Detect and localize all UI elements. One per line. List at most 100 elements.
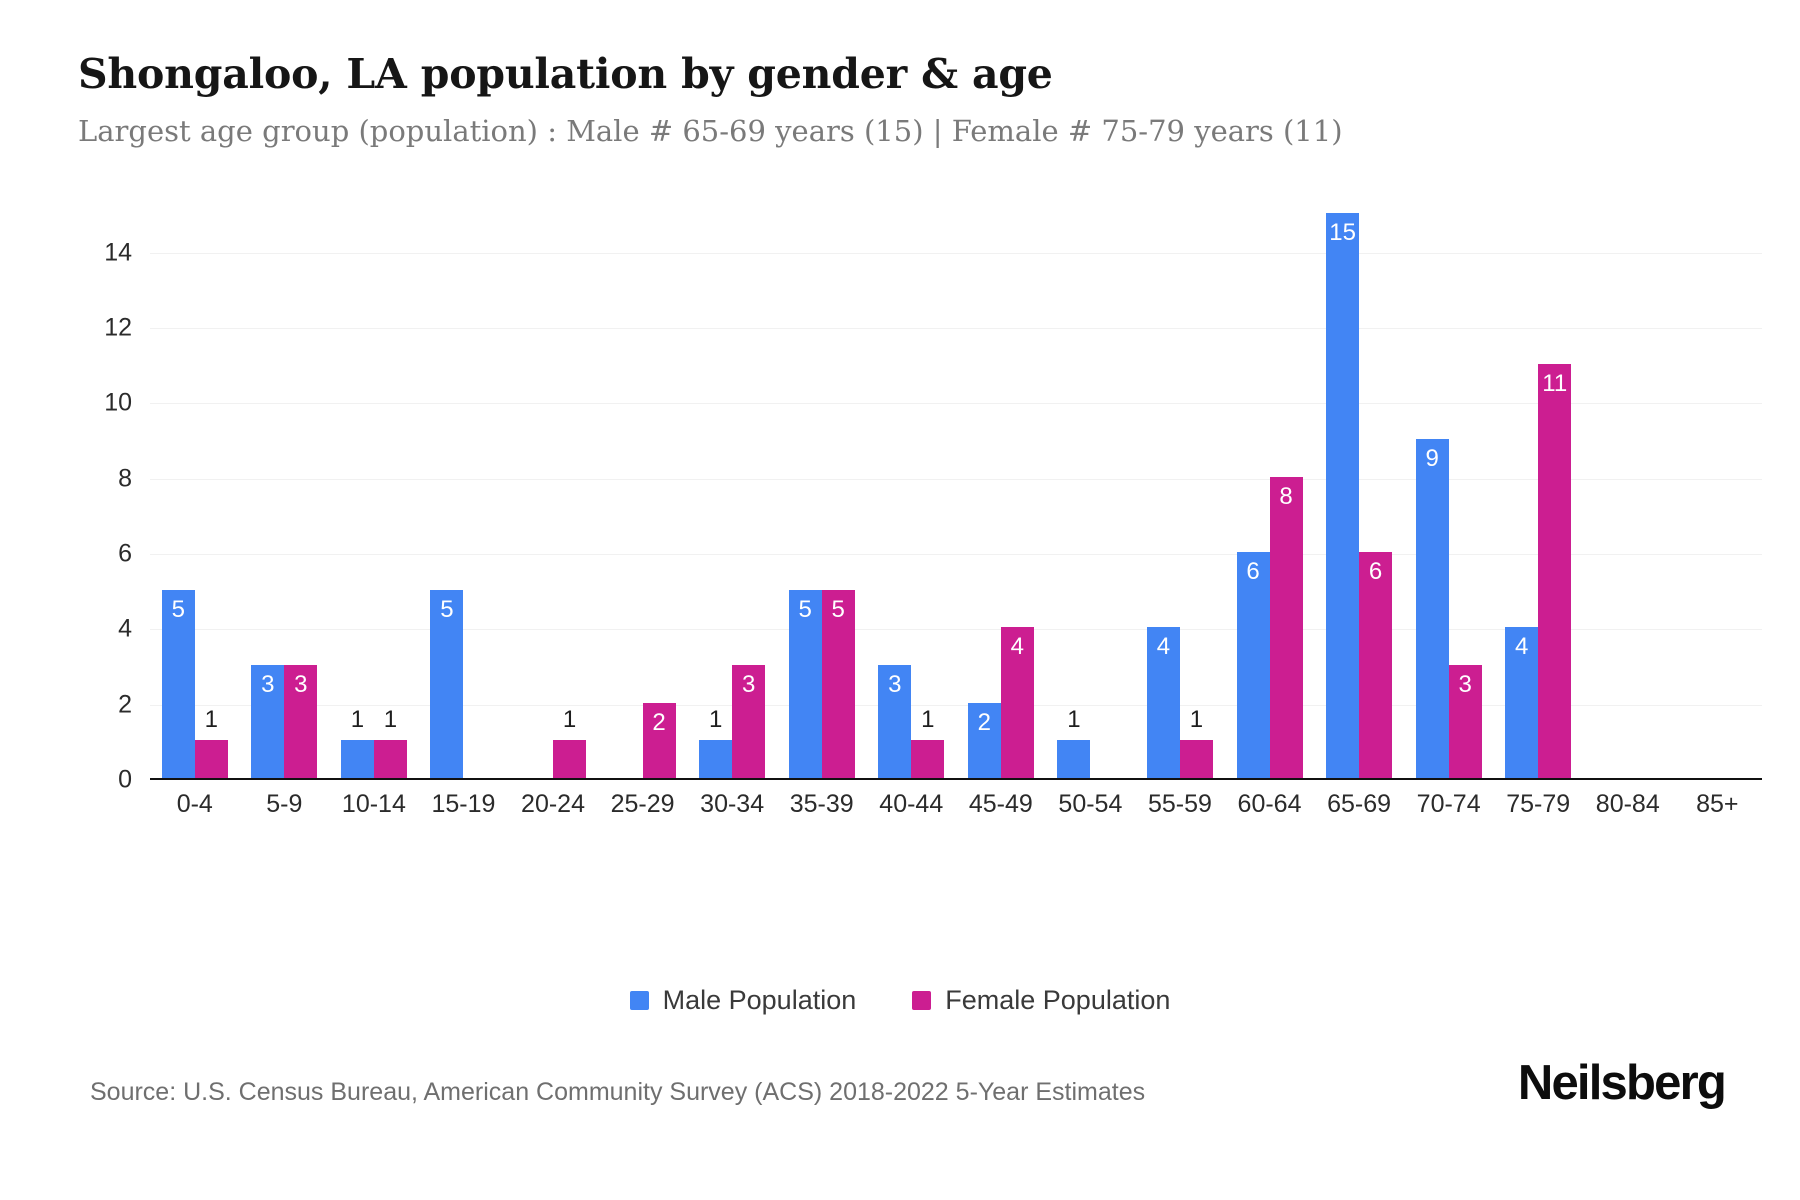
- bar-female-35-39[interactable]: 5: [821, 589, 855, 778]
- x-tick-label-35-39: 35-39: [789, 790, 854, 818]
- bar-female-75-79[interactable]: 11: [1538, 363, 1572, 778]
- x-tick-label-70-74: 70-74: [1416, 790, 1481, 818]
- bar-group-80-84: [1583, 215, 1673, 778]
- grid-area: 5 1 3 3 1 1 5 1 2 1 3 5 5 3 1 2 4 1 4 1 6 8 15 6 9 3 4 11: [150, 213, 1763, 780]
- x-tick-label-30-34: 30-34: [700, 790, 765, 818]
- bar-male-75-79[interactable]: 4: [1505, 627, 1539, 778]
- bar-female-65-69[interactable]: 6: [1359, 552, 1393, 778]
- bar-male-65-69[interactable]: 15: [1326, 213, 1360, 778]
- bar-group-25-29: 2: [598, 215, 688, 778]
- bar-value-label: 1: [1189, 706, 1204, 734]
- bar-value-label: 1: [708, 706, 723, 734]
- legend-item-male[interactable]: Male Population: [629, 985, 856, 1016]
- bar-value-label: 5: [171, 595, 185, 623]
- legend-item-female[interactable]: Female Population: [912, 985, 1170, 1016]
- bar-female-55-59[interactable]: 1: [1179, 706, 1213, 778]
- bar-value-label: 3: [888, 671, 902, 698]
- bar-male-15-19[interactable]: 5: [430, 589, 464, 778]
- x-tick-label-45-49: 45-49: [968, 790, 1033, 818]
- bar-value-label: 1: [350, 706, 365, 734]
- bar-value-label: 4: [1515, 633, 1529, 661]
- bar-value-label: 1: [383, 706, 398, 734]
- gridline-2: [150, 704, 1762, 706]
- bars-container: 5 1 3 3 1 1 5 1 2 1 3 5 5 3 1 2 4 1 4 1 6 8 15 6 9 3 4 11: [150, 213, 1763, 778]
- bar-female-40-44[interactable]: 1: [911, 706, 945, 778]
- bar-female-45-49[interactable]: 4: [1000, 627, 1034, 778]
- x-tick-label-20-24: 20-24: [521, 790, 585, 818]
- bar-value-label: 1: [562, 706, 577, 734]
- bar-male-0-4[interactable]: 5: [161, 589, 195, 778]
- bar-group-65-69: 15 6: [1314, 213, 1404, 778]
- bar-group-15-19: 5: [419, 215, 509, 778]
- plot-area: 0 2 4 6 8 10 12 14 5 1 3 3 1 1 5 1 2 1 3 5 5 3 1 2 4 1 4 1 6 8 15 6 9 3 4…: [0, 213, 1800, 915]
- x-tick-label-65-69: 65-69: [1327, 790, 1392, 818]
- bar-value-label: 15: [1329, 219, 1356, 246]
- gridline-6: [150, 554, 1762, 555]
- x-tick-label-25-29: 25-29: [610, 790, 675, 818]
- bar-value-label: 4: [1010, 633, 1025, 661]
- bar-male-30-34[interactable]: 1: [699, 706, 733, 778]
- brand-logo: Neilsberg: [1517, 1056, 1727, 1110]
- chart-subtitle: Largest age group (population) : Male # …: [78, 114, 1343, 148]
- bar-male-70-74[interactable]: 9: [1415, 439, 1449, 778]
- bar-value-label: 11: [1542, 369, 1568, 397]
- bar-value-label: 3: [1458, 671, 1472, 698]
- bar-female-25-29[interactable]: 2: [642, 702, 676, 778]
- bar-male-5-9[interactable]: 3: [251, 665, 285, 778]
- x-tick-label-10-14: 10-14: [341, 790, 406, 818]
- bar-male-10-14[interactable]: 1: [340, 706, 374, 778]
- bar-female-30-34[interactable]: 3: [732, 665, 766, 778]
- y-axis: 0 2 4 6 8 10 12 14: [0, 215, 150, 793]
- bar-value-label: 4: [1156, 633, 1171, 661]
- x-tick-label-60-64: 60-64: [1237, 790, 1302, 818]
- bar-value-label: 9: [1425, 445, 1439, 472]
- bar-group-85+: [1673, 215, 1763, 778]
- y-tick-label-14: 14: [104, 238, 132, 267]
- x-tick-label-80-84: 80-84: [1595, 790, 1660, 818]
- x-tick-label-0-4: 0-4: [176, 790, 213, 818]
- gridline-10: [150, 403, 1762, 405]
- bar-value-label: 3: [294, 671, 308, 698]
- bar-male-40-44[interactable]: 3: [878, 665, 912, 778]
- chart-header: Shongaloo, LA population by gender & age…: [78, 48, 1728, 150]
- bar-value-label: 5: [798, 595, 812, 623]
- gridline-8: [150, 478, 1762, 480]
- bar-value-label: 8: [1279, 482, 1293, 510]
- bar-value-label: 3: [261, 671, 275, 698]
- x-tick-label-40-44: 40-44: [879, 790, 944, 818]
- bar-group-75-79: 4 11: [1493, 215, 1583, 778]
- bar-male-50-54[interactable]: 1: [1057, 706, 1091, 778]
- x-tick-label-50-54: 50-54: [1058, 790, 1123, 818]
- bar-value-label: 1: [204, 706, 218, 734]
- x-axis-line: [150, 778, 1762, 780]
- bar-female-5-9[interactable]: 3: [284, 665, 318, 778]
- legend-label: Female Population: [945, 985, 1171, 1015]
- bar-male-45-49[interactable]: 2: [967, 702, 1001, 778]
- bar-value-label: 5: [831, 595, 845, 623]
- y-tick-label-6: 6: [118, 539, 132, 568]
- x-tick-label-85+: 85+: [1696, 790, 1739, 818]
- bar-group-50-54: 1: [1046, 215, 1136, 778]
- x-axis: 0-4 5-9 10-14 15-19 20-24 25-29 30-34 35-39 40-4…: [150, 790, 1762, 819]
- y-tick-label-12: 12: [104, 313, 132, 342]
- y-tick-label-4: 4: [118, 614, 132, 643]
- bar-female-60-64[interactable]: 8: [1269, 476, 1303, 778]
- bar-male-35-39[interactable]: 5: [788, 589, 822, 778]
- bar-female-20-24[interactable]: 1: [553, 706, 587, 778]
- gridline-14: [150, 252, 1762, 254]
- bar-male-55-59[interactable]: 4: [1146, 627, 1180, 778]
- bar-group-20-24: 1: [508, 215, 598, 778]
- bar-value-label: 2: [652, 708, 666, 736]
- bar-value-label: 6: [1368, 558, 1383, 585]
- y-tick-label-10: 10: [104, 388, 132, 417]
- bar-female-0-4[interactable]: 1: [194, 706, 228, 778]
- bar-male-60-64[interactable]: 6: [1236, 552, 1270, 778]
- bar-female-70-74[interactable]: 3: [1448, 665, 1482, 778]
- bar-female-10-14[interactable]: 1: [373, 706, 407, 778]
